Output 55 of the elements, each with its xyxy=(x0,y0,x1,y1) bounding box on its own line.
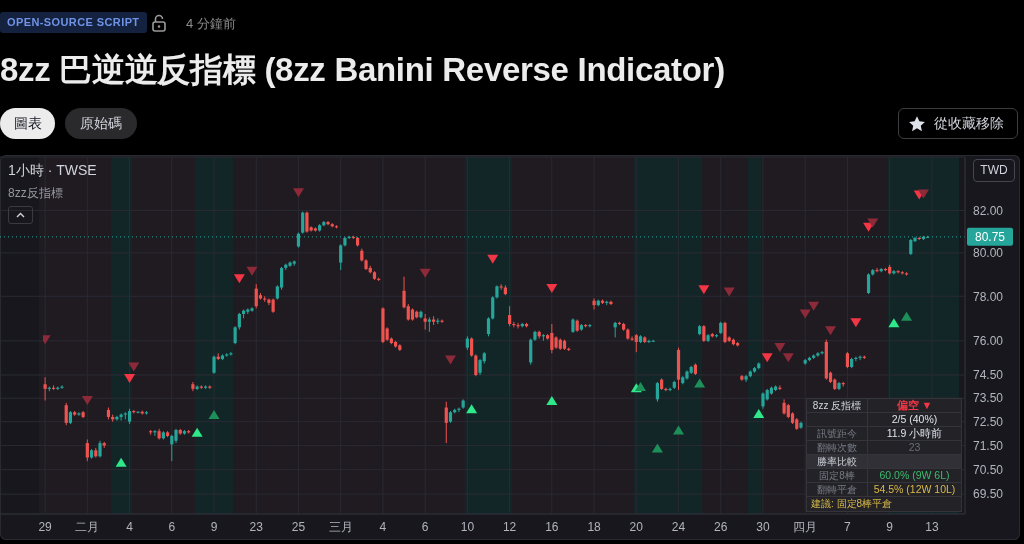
x-tick-label: 24 xyxy=(671,519,686,534)
y-tick-label: 72.50 xyxy=(973,414,1004,429)
y-tick-label: 69.50 xyxy=(973,487,1004,502)
chart-title: 8zz 巴逆逆反指標 (8zz Banini Reverse Indicator) xyxy=(0,51,725,88)
y-tick-label: 82.00 xyxy=(973,203,1004,218)
x-tick-label: 6 xyxy=(168,519,176,534)
y-tick-label: 76.00 xyxy=(973,334,1004,349)
annotation: 8zz反指標 xyxy=(8,186,63,200)
y-tick-label: 71.50 xyxy=(973,438,1004,453)
x-tick-label: 9 xyxy=(210,519,218,534)
annotation: 訊號距今 xyxy=(817,428,857,439)
annotation: 偏空 ▼ xyxy=(896,399,933,411)
x-tick-label: 16 xyxy=(545,519,559,534)
script-badge: OPEN-SOURCE SCRIPT xyxy=(0,12,147,33)
x-tick-label: 4 xyxy=(379,519,387,534)
annotation: 翻轉平倉 xyxy=(817,484,857,495)
x-tick-label: 12 xyxy=(502,519,517,534)
source-code-tab: 原始碼 xyxy=(65,108,137,139)
annotation: 勝率比較 xyxy=(817,456,857,467)
annotation: 11.9 小時前 xyxy=(886,427,943,439)
ref-line-label: 80.75 xyxy=(974,229,1006,244)
y-tick-label: 70.50 xyxy=(973,462,1004,477)
y-tick-label: 73.50 xyxy=(973,391,1004,406)
chart-tab: 圖表 xyxy=(0,108,55,139)
x-tick-label: 30 xyxy=(756,519,770,534)
x-tick-label: 25 xyxy=(291,519,306,534)
remove-favorite-button: 從收藏移除 xyxy=(898,108,1018,139)
y-tick-label: 78.00 xyxy=(973,289,1004,304)
x-tick-label: 4 xyxy=(126,519,134,534)
y-tick-label: 74.50 xyxy=(973,368,1004,383)
x-tick-label: 26 xyxy=(714,519,728,534)
x-tick-label: 三月 xyxy=(328,519,353,534)
y-tick-label: 80.00 xyxy=(973,246,1004,261)
annotation: 建議: 固定8棒平倉 xyxy=(811,498,893,509)
x-tick-label: 23 xyxy=(249,519,264,534)
x-tick-label: 10 xyxy=(460,519,475,534)
annotation: 1小時 · TWSE xyxy=(8,162,97,178)
annotation: 2/5 (40%) xyxy=(891,413,938,425)
annotation: 54.5% (12W 10L) xyxy=(873,483,956,495)
x-tick-label: 7 xyxy=(844,519,852,534)
x-tick-label: 20 xyxy=(629,519,644,534)
annotation: 23 xyxy=(908,441,921,453)
x-tick-label: 29 xyxy=(38,519,53,534)
x-tick-label: 二月 xyxy=(75,519,100,534)
annotation: 翻轉次數 xyxy=(817,442,857,453)
x-tick-label: 9 xyxy=(886,519,894,534)
x-tick-label: 13 xyxy=(925,519,939,534)
annotation: 8zz 反指標 xyxy=(812,400,862,411)
annotation: 60.0% (9W 6L) xyxy=(879,469,950,481)
x-tick-label: 四月 xyxy=(793,519,818,534)
text: 4 分鐘前 xyxy=(186,16,236,31)
annotation: 固定8棒 xyxy=(819,470,855,481)
currency-button: TWD xyxy=(973,159,1015,182)
x-tick-label: 18 xyxy=(587,519,602,534)
x-tick-label: 6 xyxy=(421,519,429,534)
